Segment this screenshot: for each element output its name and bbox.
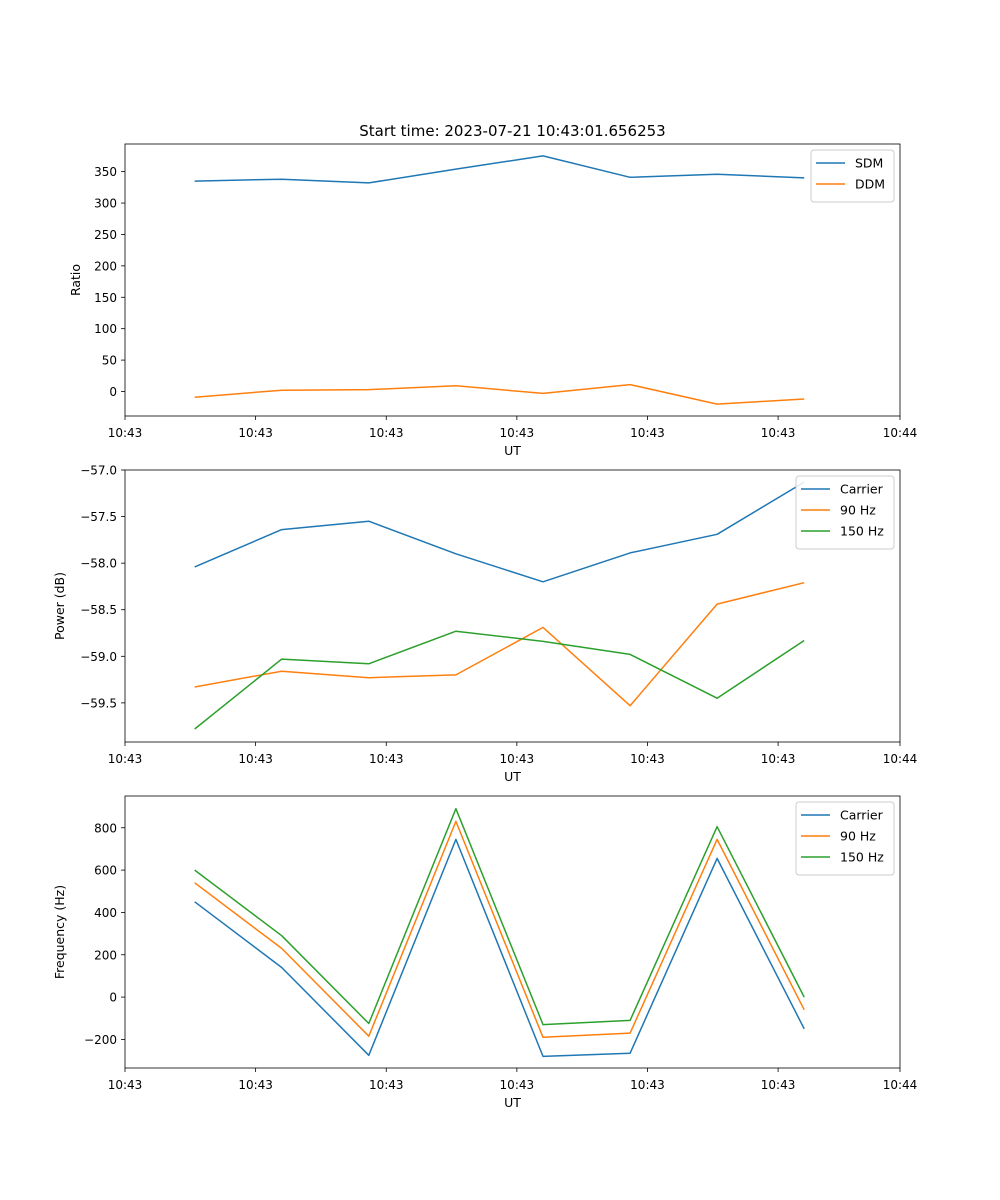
y-tick-label: 300 — [94, 197, 117, 211]
x-tick-label: 10:44 — [883, 426, 918, 440]
x-tick-label: 10:43 — [761, 426, 796, 440]
x-tick-label: 10:43 — [630, 426, 665, 440]
axes-frame — [124, 795, 901, 1069]
ratio-plot: 10:43 10:43 10:43 10:43 10:43 10:43 10:44 0 50 10… — [68, 143, 918, 458]
x-tick-label: 10:43 — [238, 1078, 273, 1092]
x-tick-label: 10:43 — [108, 1078, 143, 1092]
x-tick-label: 10:43 — [108, 426, 143, 440]
x-tick-label: 10:43 — [108, 752, 143, 766]
legend: Carrier 90 Hz 150 Hz — [795, 475, 895, 550]
y-tick-label: 200 — [94, 259, 117, 273]
y-tick-label: 800 — [94, 821, 117, 835]
frequency-plot: 10:43 10:43 10:43 10:43 10:43 10:43 10:44 −200 0… — [52, 795, 918, 1110]
y-tick-label: 200 — [94, 948, 117, 962]
y-axis-label: Power (dB) — [52, 572, 67, 640]
series-line-150-hz — [194, 807, 805, 1026]
y-tick-label: 150 — [94, 291, 117, 305]
x-tick-label: 10:43 — [500, 426, 535, 440]
x-tick-label: 10:43 — [369, 752, 404, 766]
x-tick-label: 10:43 — [238, 752, 273, 766]
axes-frame — [124, 143, 901, 417]
series-line-sdm — [194, 155, 805, 184]
y-tick-label: 350 — [94, 165, 117, 179]
x-tick-label: 10:43 — [500, 1078, 535, 1092]
legend-label: Carrier — [840, 482, 884, 497]
legend-label: DDM — [855, 177, 885, 192]
y-tick-label: −59.5 — [80, 696, 117, 710]
legend-label: SDM — [855, 156, 883, 171]
y-tick-label: 0 — [109, 991, 117, 1005]
axes-frame — [124, 469, 901, 743]
y-axis-label: Ratio — [68, 264, 83, 296]
y-tick-label: 50 — [102, 354, 117, 368]
series-line-90-hz — [194, 820, 805, 1039]
y-tick-label: −57.0 — [80, 464, 117, 478]
legend-label: 150 Hz — [840, 850, 884, 865]
x-tick-label: 10:43 — [630, 752, 665, 766]
legend: Carrier 90 Hz 150 Hz — [795, 801, 895, 876]
series-line-150-hz — [194, 630, 805, 730]
x-tick-label: 10:43 — [238, 426, 273, 440]
y-tick-label: 100 — [94, 322, 117, 336]
legend: SDM DDM — [810, 149, 895, 203]
x-axis-label: UT — [504, 1095, 521, 1110]
legend-label: 90 Hz — [840, 503, 876, 518]
figure-title: Start time: 2023-07-21 10:43:01.656253 — [359, 122, 665, 140]
series-line-90-hz — [194, 581, 805, 707]
y-tick-label: 600 — [94, 864, 117, 878]
x-tick-label: 10:43 — [630, 1078, 665, 1092]
x-tick-label: 10:43 — [761, 752, 796, 766]
y-tick-label: 400 — [94, 906, 117, 920]
legend-label: 150 Hz — [840, 524, 884, 539]
y-axis-label: Frequency (Hz) — [52, 885, 67, 979]
y-tick-label: −200 — [84, 1033, 117, 1047]
legend-label: Carrier — [840, 808, 884, 823]
power-plot: 10:43 10:43 10:43 10:43 10:43 10:43 10:44 −57.0… — [52, 464, 917, 785]
y-tick-label: −57.5 — [80, 510, 117, 524]
x-tick-label: 10:43 — [500, 752, 535, 766]
x-axis-label: UT — [504, 443, 521, 458]
x-tick-label: 10:43 — [761, 1078, 796, 1092]
legend-label: 90 Hz — [840, 829, 876, 844]
series-line-ddm — [194, 383, 805, 405]
y-tick-label: 0 — [109, 385, 117, 399]
y-tick-label: −59.0 — [80, 650, 117, 664]
x-tick-label: 10:43 — [369, 426, 404, 440]
y-tick-label: −58.0 — [80, 557, 117, 571]
y-tick-label: −58.5 — [80, 603, 117, 617]
x-tick-label: 10:44 — [883, 1078, 918, 1092]
series-line-carrier — [194, 481, 805, 583]
x-tick-label: 10:44 — [883, 752, 918, 766]
x-tick-label: 10:43 — [369, 1078, 404, 1092]
y-tick-label: 250 — [94, 228, 117, 242]
x-axis-label: UT — [504, 769, 521, 784]
series-line-carrier — [194, 838, 805, 1058]
